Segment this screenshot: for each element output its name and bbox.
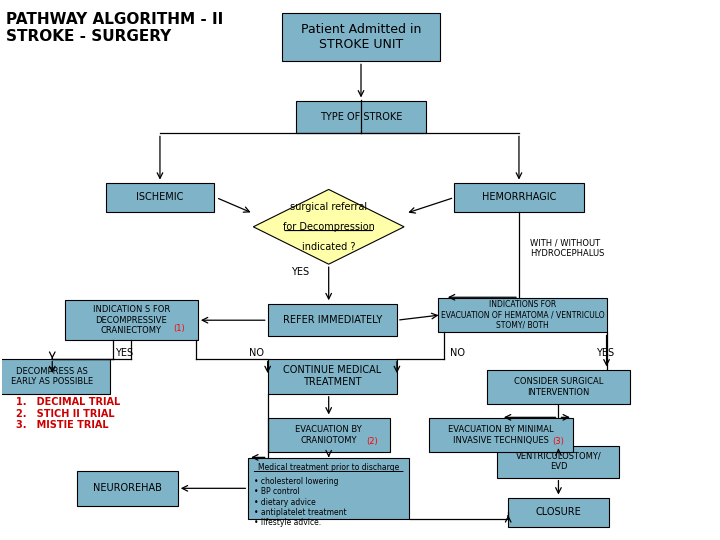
FancyBboxPatch shape: [77, 471, 178, 505]
Text: INDICATION S FOR
DECOMPRESSIVE
CRANIECTOMY: INDICATION S FOR DECOMPRESSIVE CRANIECTO…: [93, 305, 170, 335]
FancyBboxPatch shape: [282, 14, 440, 62]
Text: Patient Admitted in
STROKE UNIT: Patient Admitted in STROKE UNIT: [301, 23, 421, 51]
Text: INDICATIONS FOR
EVACUATION OF HEMATOMA / VENTRICULO
STOMY/ BOTH: INDICATIONS FOR EVACUATION OF HEMATOMA /…: [441, 300, 604, 330]
Text: CONSIDER SURGICAL
INTERVENTION: CONSIDER SURGICAL INTERVENTION: [514, 377, 603, 396]
Text: YES: YES: [291, 267, 309, 277]
FancyBboxPatch shape: [429, 417, 573, 453]
Text: • cholesterol lowering
• BP control
• dietary advice
• antiplatelet treatment
• : • cholesterol lowering • BP control • di…: [253, 477, 346, 528]
Text: REFER IMMEDIATELY: REFER IMMEDIATELY: [283, 315, 382, 325]
Text: NO: NO: [249, 348, 264, 359]
FancyBboxPatch shape: [268, 359, 397, 394]
FancyBboxPatch shape: [106, 183, 214, 212]
FancyBboxPatch shape: [0, 359, 109, 394]
Text: Medical treatment prior to discharge: Medical treatment prior to discharge: [258, 463, 400, 472]
Text: ISCHEMIC: ISCHEMIC: [136, 192, 184, 202]
FancyBboxPatch shape: [498, 446, 619, 478]
Text: surgical referral: surgical referral: [290, 201, 367, 212]
Text: VENTRICULOSTOMY/
EVD: VENTRICULOSTOMY/ EVD: [516, 452, 601, 471]
FancyBboxPatch shape: [65, 300, 198, 340]
Text: EVACUATION BY
CRANIOTOMY: EVACUATION BY CRANIOTOMY: [295, 426, 362, 444]
Text: (3): (3): [553, 437, 564, 447]
Text: CONTINUE MEDICAL
TREATMENT: CONTINUE MEDICAL TREATMENT: [283, 366, 382, 387]
Text: EVACUATION BY MINIMAL
INVASIVE TECHNIQUES: EVACUATION BY MINIMAL INVASIVE TECHNIQUE…: [448, 426, 554, 444]
Text: indicated ?: indicated ?: [302, 242, 356, 252]
FancyBboxPatch shape: [297, 102, 426, 133]
Text: 1.   DECIMAL TRIAL
2.   STICH II TRIAL
3.   MISTIE TRIAL: 1. DECIMAL TRIAL 2. STICH II TRIAL 3. MI…: [17, 397, 121, 430]
Text: PATHWAY ALGORITHM - II
STROKE - SURGERY: PATHWAY ALGORITHM - II STROKE - SURGERY: [6, 12, 223, 44]
Text: YES: YES: [115, 348, 133, 359]
FancyBboxPatch shape: [487, 369, 630, 404]
FancyBboxPatch shape: [454, 183, 584, 212]
Text: DECOMPRESS AS
EARLY AS POSSIBLE: DECOMPRESS AS EARLY AS POSSIBLE: [12, 367, 94, 386]
Text: (1): (1): [173, 324, 184, 333]
Text: TYPE OF STROKE: TYPE OF STROKE: [320, 112, 402, 123]
FancyBboxPatch shape: [268, 304, 397, 336]
Text: (2): (2): [366, 437, 378, 447]
FancyBboxPatch shape: [438, 298, 607, 332]
Text: CLOSURE: CLOSURE: [536, 508, 581, 517]
FancyBboxPatch shape: [268, 417, 390, 453]
Polygon shape: [253, 190, 404, 264]
FancyBboxPatch shape: [508, 498, 608, 527]
Text: WITH / WITHOUT
HYDROCEPHALUS: WITH / WITHOUT HYDROCEPHALUS: [530, 239, 604, 258]
Text: for Decompression: for Decompression: [283, 222, 374, 232]
Text: HEMORRHAGIC: HEMORRHAGIC: [482, 192, 556, 202]
FancyBboxPatch shape: [248, 457, 410, 519]
Text: NEUROREHAB: NEUROREHAB: [93, 483, 162, 494]
Text: NO: NO: [451, 348, 465, 359]
Text: YES: YES: [596, 348, 614, 359]
